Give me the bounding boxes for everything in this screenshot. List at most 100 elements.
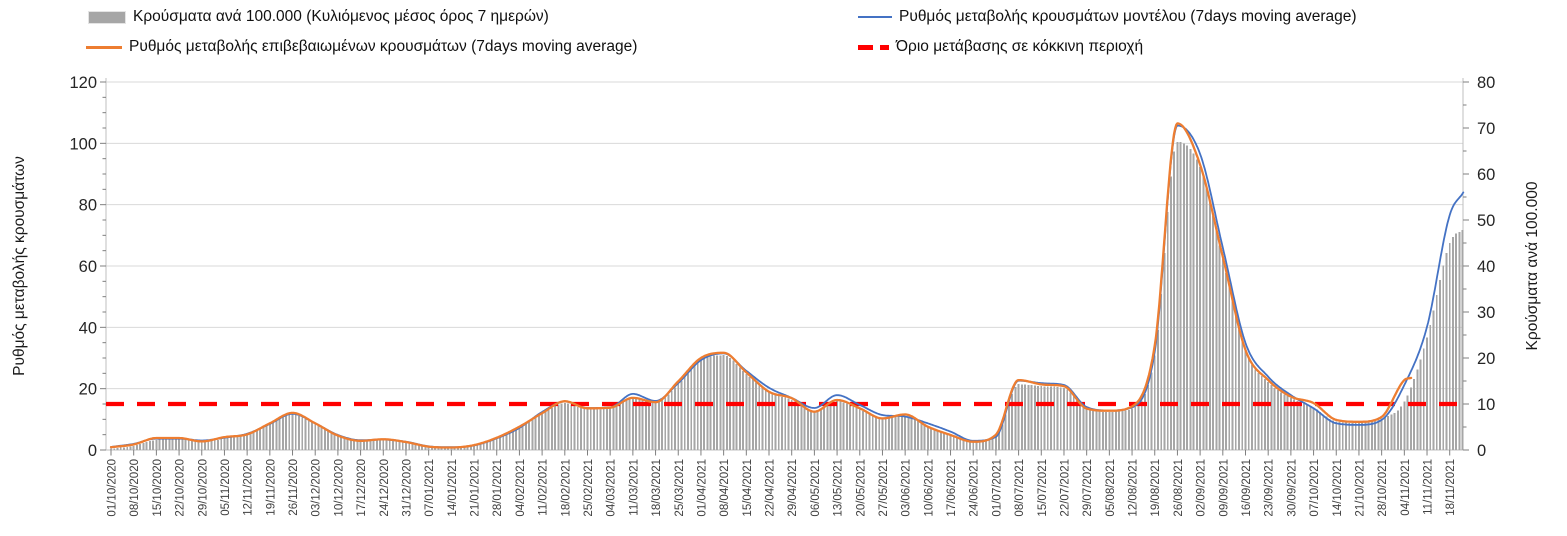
bar xyxy=(1315,409,1318,450)
bar xyxy=(1244,351,1247,450)
bar xyxy=(1105,411,1108,450)
blue-line-swatch-icon xyxy=(858,16,892,18)
bar xyxy=(1007,403,1010,450)
bar xyxy=(281,417,284,450)
x-axis-tick-label: 22/07/2021 xyxy=(1059,459,1071,517)
right-axis-tick-label: 40 xyxy=(1477,258,1495,276)
x-axis-tick-label: 01/10/2020 xyxy=(107,459,119,517)
bar xyxy=(583,409,586,450)
bar xyxy=(499,437,501,450)
bar xyxy=(126,446,129,450)
bar xyxy=(434,447,437,450)
bar xyxy=(1079,404,1082,450)
x-axis-tick-label: 01/07/2021 xyxy=(991,459,1003,517)
bar xyxy=(531,420,534,450)
bar xyxy=(1432,310,1435,450)
bar xyxy=(217,439,219,450)
bar xyxy=(323,429,326,450)
bar xyxy=(119,447,122,450)
bar xyxy=(771,393,774,450)
bar xyxy=(1027,384,1030,450)
bar xyxy=(1257,372,1260,450)
bar xyxy=(1024,384,1027,450)
bar xyxy=(654,402,657,450)
bar xyxy=(401,442,404,450)
bar xyxy=(508,432,511,450)
bar xyxy=(311,422,313,450)
bar xyxy=(135,445,138,450)
bar xyxy=(1413,379,1415,450)
bar xyxy=(1396,410,1399,450)
bar xyxy=(596,409,599,450)
bar xyxy=(1114,411,1117,450)
bar xyxy=(343,438,346,450)
bar xyxy=(405,442,407,450)
bar xyxy=(1345,422,1347,450)
bar xyxy=(1186,145,1189,450)
bar xyxy=(1218,245,1221,450)
bar xyxy=(1448,243,1451,450)
bar xyxy=(573,405,576,450)
bar xyxy=(644,400,647,450)
bar xyxy=(722,355,725,450)
bar xyxy=(1170,176,1172,450)
x-axis-tick-label: 26/08/2021 xyxy=(1173,459,1185,517)
bar xyxy=(1280,392,1283,450)
bar xyxy=(1098,411,1101,450)
legend-item-confirmed-rate: Ρυθμός μεταβολής επιβεβαιωμένων κρουσμάτ… xyxy=(86,38,637,56)
bar xyxy=(1260,375,1263,450)
bar xyxy=(1050,386,1052,450)
bar xyxy=(609,408,612,450)
bar xyxy=(1215,230,1218,450)
bar xyxy=(317,425,320,450)
bar xyxy=(972,441,975,450)
legend-label: Ρυθμός μεταβολής επιβεβαιωμένων κρουσμάτ… xyxy=(129,38,638,55)
bar xyxy=(421,445,424,450)
x-axis-tick-label: 11/02/2021 xyxy=(538,459,550,516)
bar xyxy=(641,399,644,450)
bar xyxy=(505,434,508,450)
bar xyxy=(249,433,252,450)
bar xyxy=(1085,409,1088,450)
bar xyxy=(875,417,877,450)
bar xyxy=(981,441,984,450)
bar xyxy=(200,442,203,450)
legend-item-model-rate: Ρυθμός μεταβολής κρουσμάτων μοντέλου (7d… xyxy=(858,8,1357,26)
bar xyxy=(677,384,680,450)
bar xyxy=(537,415,540,450)
bar xyxy=(1429,324,1432,450)
bar xyxy=(926,426,929,450)
bar xyxy=(1212,216,1215,450)
bar xyxy=(259,429,262,450)
bar xyxy=(168,439,171,450)
bar xyxy=(314,424,317,450)
bar xyxy=(855,408,858,450)
bar xyxy=(618,404,621,450)
bar xyxy=(881,418,884,450)
bar xyxy=(651,402,654,450)
bar xyxy=(1189,148,1192,450)
bar xyxy=(761,387,764,450)
bar xyxy=(738,367,741,450)
bar xyxy=(550,408,553,450)
bar xyxy=(304,418,307,450)
bar xyxy=(865,412,868,450)
bar xyxy=(447,447,450,450)
bar xyxy=(1140,400,1143,450)
x-axis-tick-label: 11/03/2021 xyxy=(628,459,640,516)
bar xyxy=(930,427,933,450)
right-axis-tick-label: 50 xyxy=(1477,212,1495,230)
x-axis-tick-label: 10/12/2020 xyxy=(333,459,345,517)
bar xyxy=(593,409,595,450)
x-axis-tick-label: 29/10/2020 xyxy=(197,459,209,517)
bar xyxy=(664,397,667,450)
bar xyxy=(255,430,258,450)
bar xyxy=(1312,407,1315,450)
bar xyxy=(116,447,119,450)
bar xyxy=(1166,211,1169,450)
x-axis-tick-label: 07/10/2021 xyxy=(1309,459,1321,517)
bar xyxy=(1221,259,1224,450)
bar xyxy=(580,408,582,450)
x-axis-tick-label: 18/11/2021 xyxy=(1445,459,1457,516)
bar xyxy=(933,428,936,450)
